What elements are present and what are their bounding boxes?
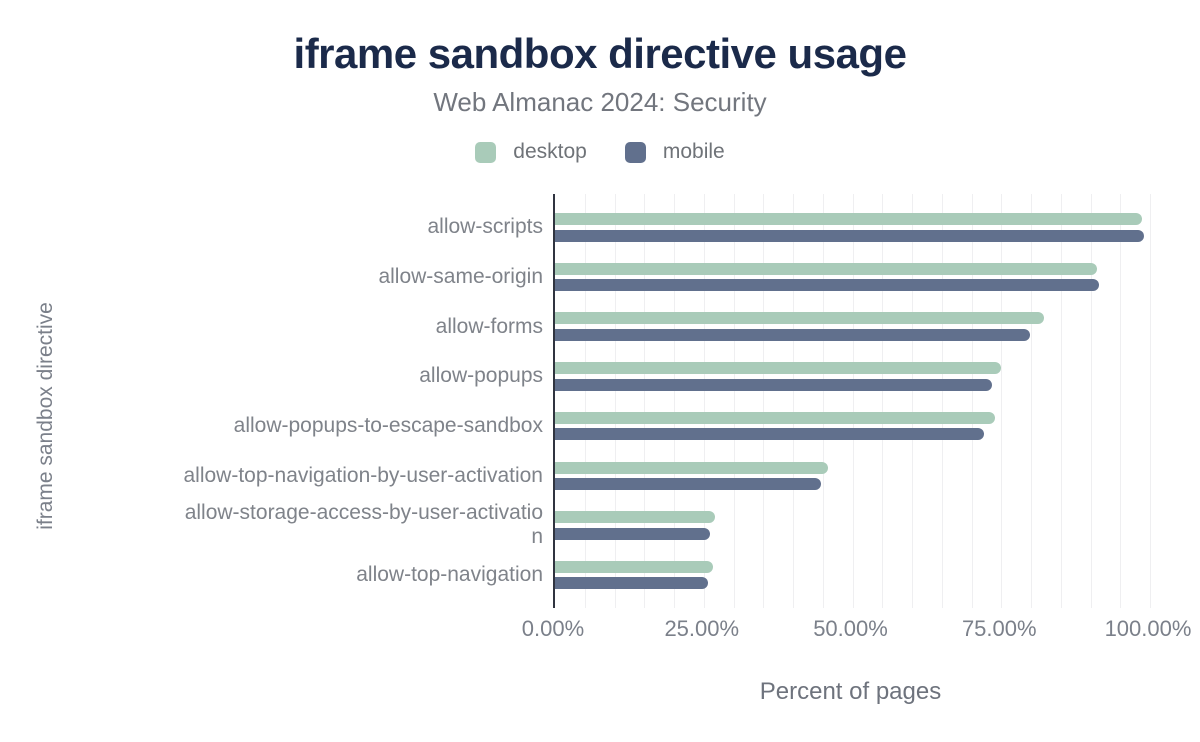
bar-desktop: [555, 213, 1142, 225]
bar-mobile: [555, 428, 984, 441]
bar-mobile: [555, 328, 1030, 341]
legend-label: mobile: [662, 140, 725, 163]
x-tick-label: 100.00%: [1104, 616, 1192, 641]
legend-item-desktop: desktop: [475, 140, 587, 164]
category-label: allow-popups: [419, 364, 543, 388]
gridline: [644, 194, 646, 608]
gridline: [852, 194, 854, 608]
category-label: allow-popups-to-escape-sandbox: [233, 414, 543, 438]
bar-mobile: [555, 527, 711, 540]
mobile-legend-swatch: [624, 141, 646, 163]
desktop-legend-swatch: [475, 141, 497, 163]
chart-title: iframe sandbox directive usage: [293, 30, 907, 77]
gridline: [1090, 194, 1092, 608]
gridline: [971, 194, 973, 608]
x-tick-label: 75.00%: [961, 616, 1037, 641]
x-tick-label: 25.00%: [664, 616, 740, 641]
category-label: allow-forms: [435, 314, 543, 338]
x-axis-title: Percent of pages: [759, 678, 942, 705]
category-label: allow-storage-access-by-user-activation: [184, 501, 543, 549]
gridline: [1001, 194, 1003, 608]
bar-mobile: [555, 378, 992, 391]
y-axis-title: iframe sandbox directive: [34, 302, 57, 530]
gridline: [912, 194, 913, 608]
gridline: [941, 194, 943, 608]
category-label: allow-top-navigation-by-user-activation: [183, 463, 543, 487]
gridline: [614, 194, 616, 608]
bar-desktop: [555, 560, 714, 573]
bar-desktop: [555, 511, 716, 524]
gridline: [1060, 194, 1062, 608]
bar-desktop: [555, 312, 1045, 325]
bar-desktop: [555, 461, 828, 474]
chart-subtitle: Web Almanac 2024: Security: [433, 87, 767, 117]
gridline: [703, 194, 705, 608]
bar-desktop: [555, 362, 1002, 375]
gridline: [763, 194, 765, 608]
category-label: allow-top-navigation: [356, 563, 543, 587]
category-label: allow-scripts: [427, 215, 543, 239]
legend-label: desktop: [513, 140, 587, 163]
gridline: [1031, 194, 1032, 608]
bar-mobile: [555, 279, 1100, 292]
x-tick-label: 50.00%: [813, 616, 888, 641]
bar-mobile: [555, 478, 821, 490]
bar-mobile: [555, 229, 1145, 242]
gridline: [733, 194, 735, 608]
gridline: [584, 194, 586, 608]
bar-desktop: [555, 411, 996, 424]
plot-area: [553, 194, 1151, 608]
bar-desktop: [555, 262, 1098, 275]
gridline: [1120, 194, 1122, 608]
bar-mobile: [555, 577, 708, 590]
gridline: [882, 194, 884, 608]
legend: desktop mobile: [0, 140, 1200, 164]
x-tick-label: 0.00%: [521, 616, 585, 641]
gridline: [822, 194, 824, 608]
category-label: allow-same-origin: [378, 264, 543, 288]
gridline: [674, 194, 675, 608]
gridline: [793, 194, 794, 608]
gridline: [1150, 194, 1151, 608]
legend-item-mobile: mobile: [624, 140, 725, 164]
